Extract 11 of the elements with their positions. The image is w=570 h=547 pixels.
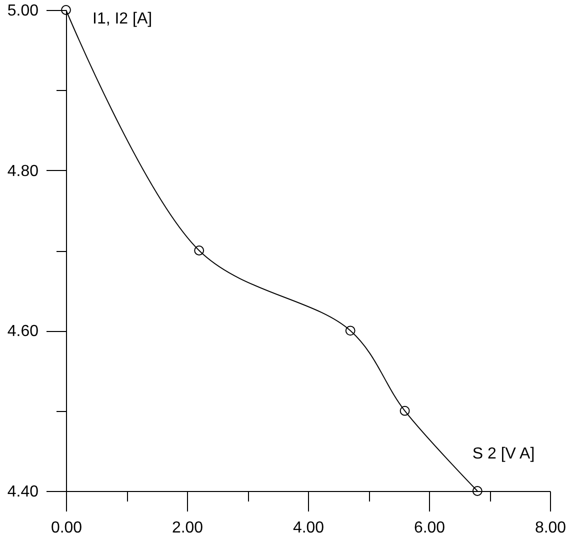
x-tick-label: 8.00 [534, 520, 566, 536]
x-tick-label: 0.00 [50, 520, 82, 536]
y-axis-title: I1, I2 [A] [92, 10, 152, 28]
y-tick-label: 4.60 [7, 323, 39, 340]
x-tick-label: 2.00 [172, 520, 204, 536]
x-axis-title: S 2 [V A] [472, 446, 535, 462]
x-tick-label: 6.00 [414, 520, 446, 536]
y-tick-label: 4.40 [7, 484, 39, 500]
y-tick-label: 4.80 [7, 162, 39, 180]
x-tick-label: 4.00 [292, 520, 324, 536]
y-tick-label: 5.00 [7, 2, 39, 20]
